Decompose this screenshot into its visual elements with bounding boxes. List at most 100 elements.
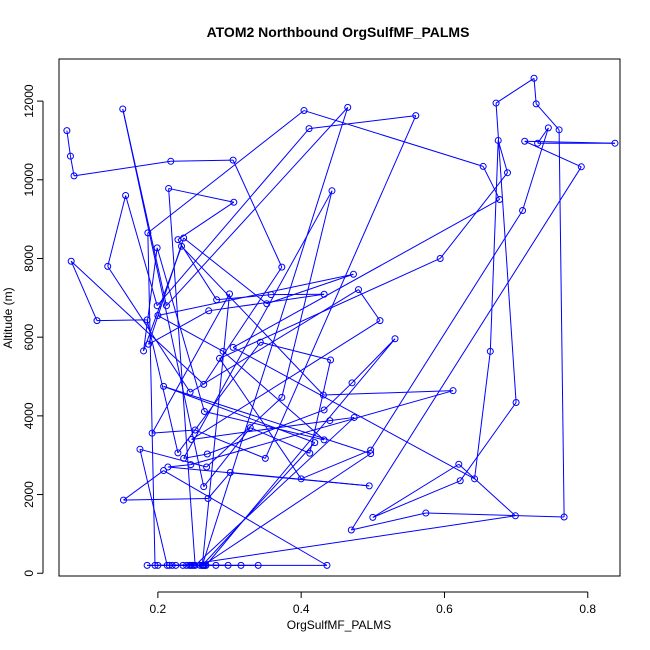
series-line-segment	[489, 140, 499, 352]
series-line-segment	[152, 429, 196, 434]
series-line-segment	[350, 166, 582, 531]
series-line-segment	[351, 338, 396, 384]
series-line-segment	[219, 358, 302, 480]
data-point	[267, 291, 275, 299]
data-point	[203, 450, 211, 458]
series-line-segment	[281, 190, 333, 398]
series-line-segment	[232, 159, 283, 268]
data-point	[328, 187, 336, 195]
series-line-segment	[204, 411, 325, 441]
data-point	[212, 561, 220, 569]
data-point	[494, 136, 502, 144]
series-line-segment	[323, 382, 353, 411]
plot-frame	[58, 58, 621, 577]
data-point	[512, 398, 520, 406]
data-point	[278, 263, 286, 271]
data-point	[151, 561, 159, 569]
data-point	[344, 103, 352, 111]
series-line-segment	[458, 463, 516, 517]
series-line-segment	[147, 110, 305, 234]
series-line-segment	[558, 129, 565, 517]
series-line-segment	[73, 160, 171, 177]
data-point	[311, 439, 319, 447]
series-line-segment	[139, 448, 207, 468]
series-line-segment	[495, 103, 517, 403]
data-point	[203, 463, 211, 471]
data-point	[226, 469, 234, 477]
data-point	[511, 512, 519, 520]
data-point	[521, 137, 529, 145]
data-point	[519, 206, 527, 214]
data-point	[300, 107, 308, 115]
data-point	[367, 446, 375, 454]
data-point	[246, 424, 254, 432]
series-line-segment	[177, 201, 235, 241]
data-point	[224, 561, 232, 569]
series-line-segment	[206, 397, 283, 468]
series-line-segment	[260, 341, 331, 361]
series-line-segment	[107, 195, 127, 267]
series-line-segment	[123, 497, 209, 501]
series-line-segment	[323, 390, 454, 396]
series-line-segment	[439, 172, 508, 259]
data-point	[188, 435, 196, 443]
data-point	[369, 513, 377, 521]
series-line-segment	[181, 245, 324, 396]
series-line-segment	[147, 232, 156, 566]
series-line-segment	[189, 289, 359, 393]
series-line-segment	[497, 140, 508, 173]
series-line-segment	[208, 293, 325, 312]
data-point	[230, 198, 238, 206]
series-line-segment	[495, 77, 535, 104]
data-point	[504, 169, 512, 177]
y-axis-label: Altitude (m)	[1, 287, 15, 348]
series-line-segment	[474, 351, 491, 479]
series-line-segment	[250, 427, 310, 454]
data-point	[63, 127, 71, 135]
data-point	[162, 302, 170, 310]
data-point	[66, 152, 74, 160]
x-tick-label: 0.6	[436, 602, 453, 616]
series-line-segment	[222, 350, 325, 441]
data-point	[354, 286, 362, 294]
data-point	[492, 99, 500, 107]
series-line-segment	[70, 260, 205, 385]
data-point	[153, 244, 161, 252]
data-point	[122, 192, 130, 200]
data-point	[229, 156, 237, 164]
data-point	[479, 162, 487, 170]
series-line-segment	[156, 247, 205, 412]
data-point	[174, 449, 182, 457]
data-point	[183, 561, 191, 569]
plot-area	[63, 74, 619, 569]
x-tick-label: 0.8	[579, 602, 596, 616]
series-line-segment	[194, 429, 266, 459]
data-point	[391, 335, 399, 343]
series-line-segment	[203, 266, 283, 385]
data-point	[191, 426, 199, 434]
series-line-segment	[168, 187, 234, 203]
data-point	[534, 139, 542, 147]
data-point	[237, 561, 245, 569]
series-line-segment	[66, 130, 71, 157]
series-line-segment	[230, 472, 370, 487]
y-tick-label: 2000	[22, 481, 36, 508]
data-point	[180, 234, 188, 242]
series-line-segment	[358, 289, 381, 321]
data-point	[306, 449, 314, 457]
data-point	[412, 112, 420, 120]
series-line-segment	[170, 159, 234, 162]
data-point	[148, 429, 156, 437]
series-line-segment	[123, 470, 164, 501]
data-point	[326, 417, 334, 425]
series-line-segment	[107, 266, 191, 393]
data-point	[153, 302, 161, 310]
data-point	[577, 163, 585, 171]
x-axis-label: OrgSulfMF_PALMS	[287, 618, 391, 632]
data-point	[213, 296, 221, 304]
series-line-segment	[232, 346, 475, 480]
y-tick-label: 8000	[22, 245, 36, 272]
data-point	[263, 300, 271, 308]
x-tick-label: 0.2	[150, 602, 167, 616]
y-tick-label: 0	[22, 570, 36, 577]
